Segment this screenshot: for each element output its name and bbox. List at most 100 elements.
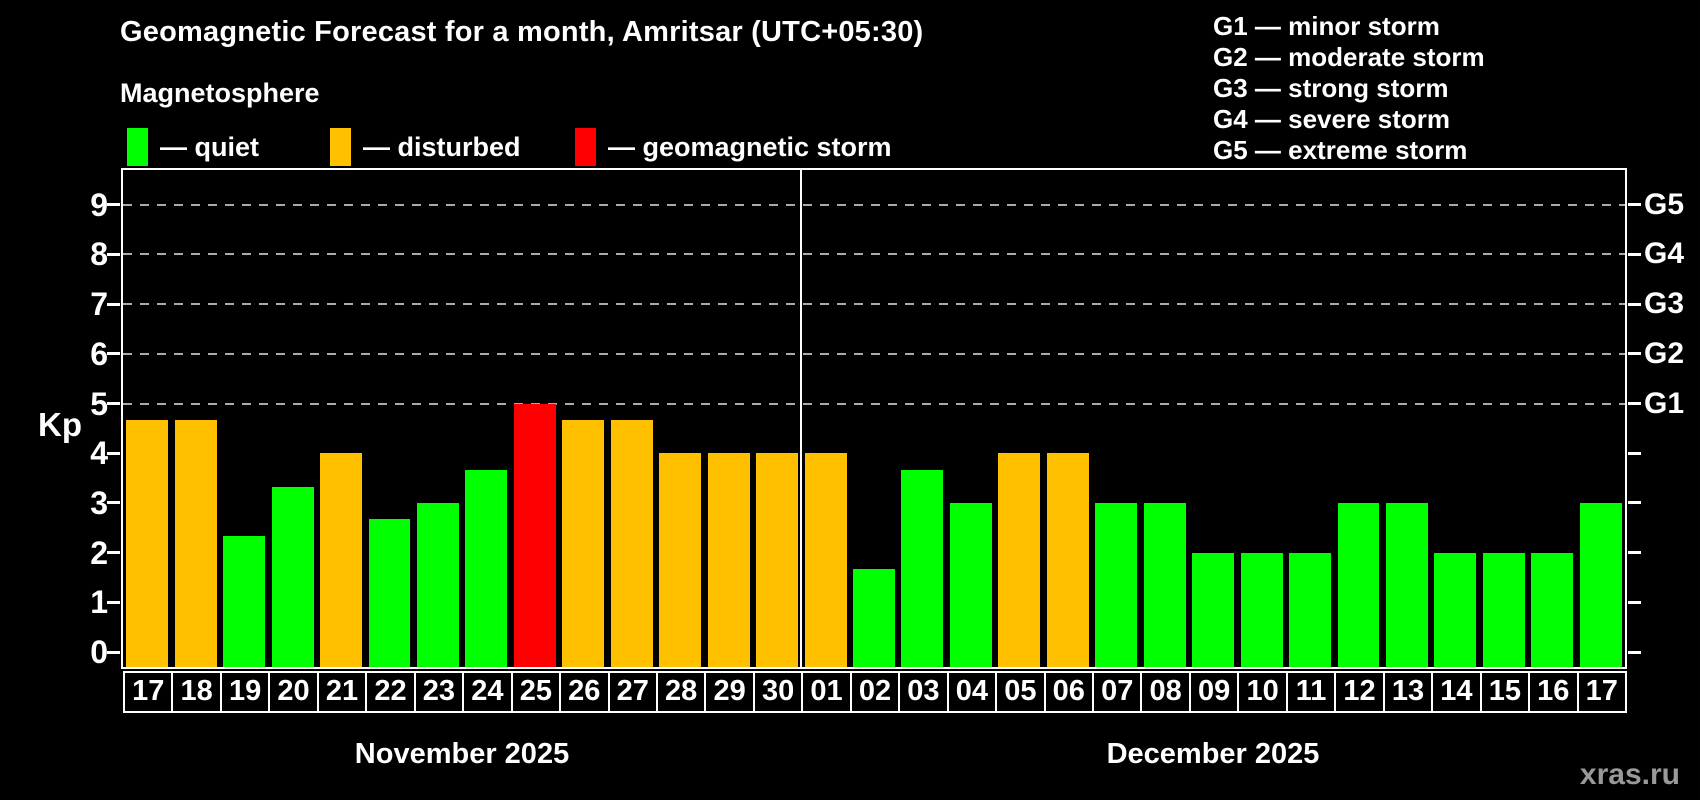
kp-bar-quiet	[1434, 552, 1477, 667]
month-label-november: November 2025	[354, 738, 570, 770]
day-label: 27	[607, 671, 658, 713]
legend-label-disturbed: — disturbed	[363, 131, 521, 162]
day-label: 13	[1382, 671, 1434, 713]
month-label-december: December 2025	[1106, 738, 1320, 770]
day-label: 03	[898, 671, 949, 713]
legend-label-storm: — geomagnetic storm	[608, 131, 892, 162]
kp-bar-disturbed	[804, 453, 847, 667]
kp-bar-disturbed	[174, 420, 217, 667]
kp-bar-quiet	[416, 503, 459, 667]
left-axis-tick	[107, 352, 120, 356]
left-axis-tick	[107, 600, 120, 604]
right-axis-tick	[1628, 501, 1641, 505]
day-label: 28	[655, 671, 707, 713]
kp-bar-quiet	[1531, 552, 1574, 667]
left-axis-tick	[107, 252, 120, 256]
day-label: 25	[510, 671, 562, 713]
kp-bar-quiet	[1192, 552, 1235, 667]
kp-bar-disturbed	[126, 420, 169, 667]
day-label: 21	[316, 671, 368, 713]
left-axis-tick	[107, 650, 120, 654]
quiet-color-swatch	[127, 128, 148, 166]
g-scale-label-g1: G1	[1644, 386, 1685, 420]
legend-item-storm: — geomagnetic storm	[575, 126, 892, 168]
day-label: 16	[1528, 671, 1579, 713]
day-label: 02	[849, 671, 901, 713]
y-tick-label: 6	[90, 335, 108, 372]
kp-bar-quiet	[1095, 503, 1138, 667]
kp-bar-quiet	[1143, 503, 1186, 667]
day-label: 14	[1431, 671, 1482, 713]
y-tick-label: 4	[90, 435, 108, 472]
month-separator	[800, 170, 803, 667]
g-legend-entry: G5 — extreme storm	[1213, 135, 1468, 165]
y-tick-label: 8	[90, 236, 108, 273]
day-label: 24	[462, 671, 513, 713]
y-tick-label: 9	[90, 186, 108, 223]
kp-bar-disturbed	[707, 453, 750, 667]
day-label: 15	[1479, 671, 1531, 713]
day-label: 12	[1334, 671, 1385, 713]
day-label: 08	[1140, 671, 1191, 713]
kp-bar-quiet	[1289, 552, 1332, 667]
legend-item-quiet: — quiet	[127, 126, 259, 168]
right-axis-tick	[1628, 451, 1641, 455]
g-legend-entry: G3 — strong storm	[1213, 73, 1449, 103]
y-tick-label: 7	[90, 286, 108, 323]
g-legend-entry: G4 — severe storm	[1213, 104, 1451, 134]
g-scale-label-g3: G3	[1644, 287, 1685, 321]
day-label: 11	[1285, 671, 1337, 713]
gridline-kp9	[123, 203, 1625, 206]
g-scale-label-g4: G4	[1644, 237, 1685, 271]
y-tick-label: 3	[90, 484, 108, 521]
kp-bar-disturbed	[998, 453, 1041, 667]
day-label: 07	[1092, 671, 1143, 713]
kp-bar-disturbed	[562, 420, 605, 667]
day-label: 01	[801, 671, 852, 713]
right-axis-tick	[1628, 252, 1641, 256]
right-axis-tick	[1628, 203, 1641, 207]
kp-bar-quiet	[465, 469, 508, 667]
y-axis-title: Kp	[38, 406, 82, 443]
kp-bar-quiet	[901, 469, 944, 667]
kp-bar-disturbed	[756, 453, 799, 667]
day-label: 10	[1237, 671, 1288, 713]
g-legend-entry: G1 — minor storm	[1213, 11, 1440, 41]
g-scale-label-g2: G2	[1644, 336, 1685, 370]
right-axis-tick	[1628, 551, 1641, 555]
day-label: 17	[123, 671, 174, 713]
g-scale-label-g5: G5	[1644, 187, 1685, 221]
watermark: xras.ru	[1579, 758, 1680, 791]
chart-subtitle: Magnetosphere	[120, 78, 320, 108]
gridline-kp5	[123, 402, 1625, 405]
kp-bar-disturbed	[1046, 453, 1089, 667]
right-axis-tick	[1628, 402, 1641, 406]
kp-bar-storm	[513, 403, 556, 667]
kp-bar-quiet	[949, 503, 992, 667]
day-label: 22	[365, 671, 416, 713]
day-label: 29	[704, 671, 755, 713]
day-label: 05	[995, 671, 1046, 713]
kp-bar-quiet	[1579, 503, 1622, 667]
day-label: 04	[946, 671, 998, 713]
left-axis-tick	[107, 451, 120, 455]
g-scale-legend: G1 — minor storm G2 — moderate storm G3 …	[1213, 11, 1485, 166]
kp-bar-quiet	[853, 569, 895, 667]
left-axis-tick	[107, 501, 120, 505]
kp-bar-quiet	[1337, 503, 1380, 667]
right-axis-tick	[1628, 600, 1641, 604]
legend-label-quiet: — quiet	[160, 131, 259, 162]
left-axis-tick	[107, 302, 120, 306]
gridline-kp7	[123, 303, 1625, 306]
storm-color-swatch	[575, 128, 596, 166]
kp-bar-quiet	[1385, 503, 1428, 667]
kp-bar-disturbed	[320, 453, 362, 667]
kp-bar-quiet	[223, 536, 266, 667]
day-label: 17	[1576, 671, 1627, 713]
gridline-kp8	[123, 253, 1625, 256]
right-axis-tick	[1628, 650, 1641, 654]
y-tick-label: 1	[90, 584, 108, 621]
day-label: 09	[1188, 671, 1240, 713]
right-axis-tick	[1628, 352, 1641, 356]
